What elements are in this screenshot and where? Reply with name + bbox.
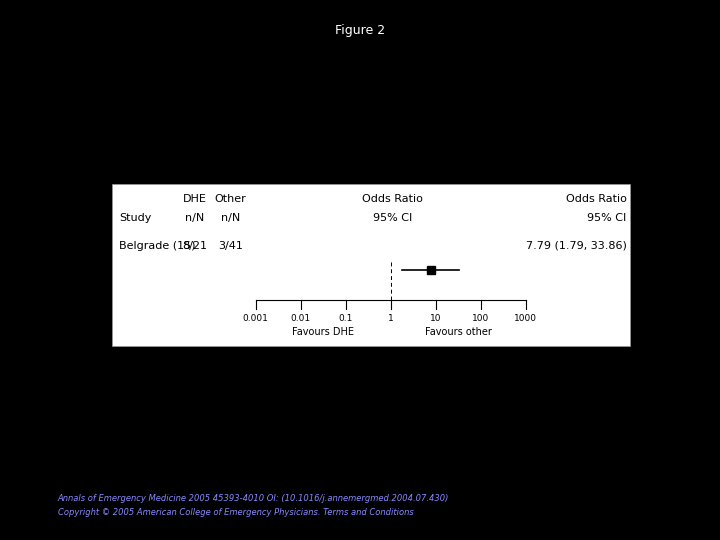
Text: Study: Study bbox=[119, 213, 151, 224]
Text: 7.79 (1.79, 33.86): 7.79 (1.79, 33.86) bbox=[526, 241, 626, 251]
Text: Odds Ratio: Odds Ratio bbox=[362, 194, 423, 205]
Text: n/N: n/N bbox=[221, 213, 240, 224]
Text: 10: 10 bbox=[430, 314, 441, 323]
Text: 0.1: 0.1 bbox=[338, 314, 353, 323]
Text: Favours other: Favours other bbox=[425, 327, 492, 337]
Text: 1000: 1000 bbox=[514, 314, 537, 323]
Bar bbox=[112, 184, 630, 346]
Text: Other: Other bbox=[215, 194, 246, 205]
Text: Figure 2: Figure 2 bbox=[335, 24, 385, 37]
Text: 100: 100 bbox=[472, 314, 489, 323]
Text: 0.01: 0.01 bbox=[291, 314, 310, 323]
Text: 0.001: 0.001 bbox=[243, 314, 269, 323]
Text: Belgrade (15): Belgrade (15) bbox=[119, 241, 195, 251]
Text: Favours DHE: Favours DHE bbox=[292, 327, 354, 337]
Text: 3/41: 3/41 bbox=[218, 241, 243, 251]
Text: Copyright © 2005 American College of Emergency Physicians. Terms and Conditions: Copyright © 2005 American College of Eme… bbox=[58, 508, 413, 517]
Text: n/N: n/N bbox=[185, 213, 204, 224]
Text: DHE: DHE bbox=[182, 194, 207, 205]
Text: Odds Ratio: Odds Ratio bbox=[565, 194, 626, 205]
Text: 95% CI: 95% CI bbox=[587, 213, 626, 224]
Text: 1: 1 bbox=[388, 314, 393, 323]
Text: Annals of Emergency Medicine 2005 45393-4010 OI: (10.1016/j.annemergmed.2004.07.: Annals of Emergency Medicine 2005 45393-… bbox=[58, 494, 449, 503]
Text: 95% CI: 95% CI bbox=[373, 213, 412, 224]
Text: 8/21: 8/21 bbox=[182, 241, 207, 251]
